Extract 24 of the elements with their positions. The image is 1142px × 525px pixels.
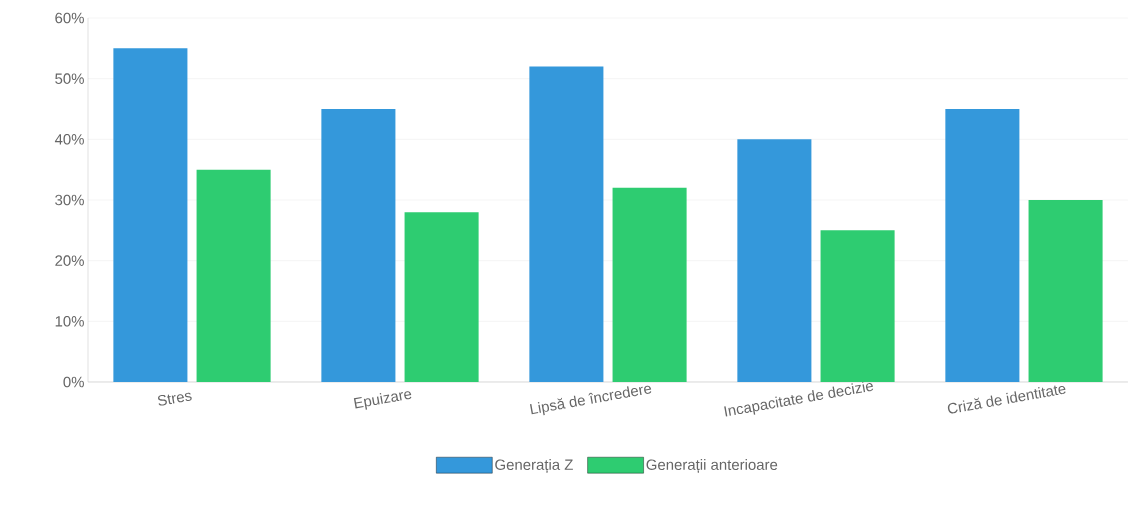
- bar: [945, 109, 1020, 382]
- bar: [820, 230, 895, 382]
- y-tick-label: 30%: [55, 194, 84, 206]
- x-tick-label: Criză de identitate: [947, 385, 1066, 414]
- legend-label: Generația Z: [495, 459, 573, 474]
- x-tick-label: Incapacitate de decizie: [724, 381, 874, 417]
- bar: [1028, 200, 1103, 382]
- y-tick-label: 20%: [55, 255, 84, 266]
- y-tick-label: 50%: [55, 73, 84, 84]
- bar: [404, 212, 479, 382]
- y-tick-label: 0%: [63, 376, 84, 388]
- bar: [737, 139, 812, 382]
- y-tick-label: 40%: [54, 134, 84, 145]
- bar: [196, 169, 271, 382]
- x-tick-label: Stres: [158, 392, 192, 406]
- bar: [529, 66, 604, 382]
- y-tick-label: 10%: [55, 316, 84, 327]
- x-tick-label: Epuizare: [353, 391, 412, 410]
- legend-label: Generații anterioare: [646, 459, 778, 474]
- x-tick-label: Lipsă de încredere: [529, 385, 652, 416]
- y-tick-label: 60%: [55, 12, 84, 24]
- bar: [612, 187, 687, 382]
- bar: [321, 109, 396, 382]
- bar: [113, 48, 188, 382]
